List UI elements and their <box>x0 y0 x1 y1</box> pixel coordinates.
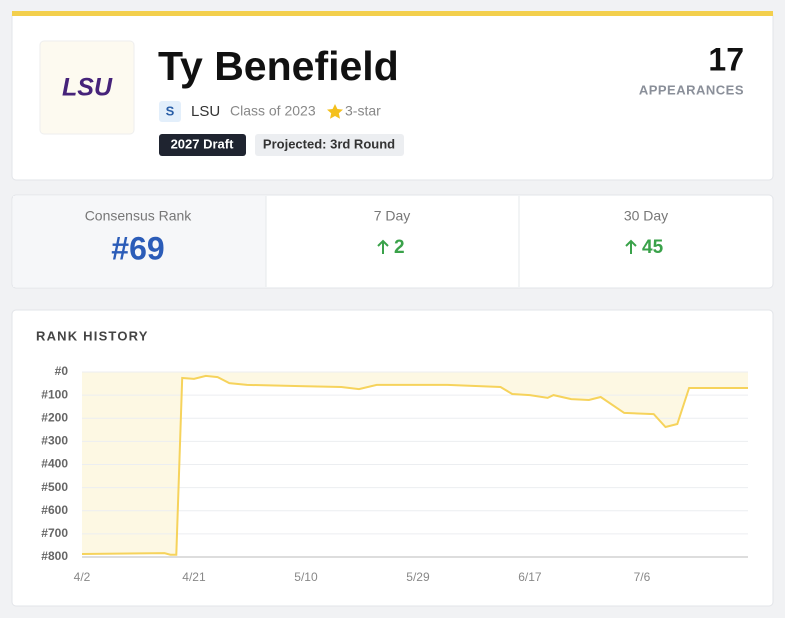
y-tick-label: #400 <box>41 457 68 471</box>
chart-title: RANK HISTORY <box>36 328 149 343</box>
area <box>82 372 748 555</box>
y-tick-label: #700 <box>41 526 68 540</box>
stat-value: 2 <box>394 237 405 258</box>
y-tick-label: #0 <box>55 364 69 378</box>
x-tick-label: 4/2 <box>74 570 91 584</box>
logo-box <box>39 40 135 135</box>
logo: LSU <box>62 74 113 102</box>
y-tick-label: #500 <box>41 480 68 494</box>
line <box>81 374 748 556</box>
class-year: Class of 2023 <box>230 103 316 119</box>
x-tick-label: 6/17 <box>518 570 542 584</box>
y-tick-label: #300 <box>41 434 68 448</box>
position-badge <box>159 101 181 122</box>
x-tick-label: 4/21 <box>182 570 206 584</box>
y-tick-label: #600 <box>41 503 68 517</box>
stat-label: Consensus Rank <box>85 208 193 224</box>
x-tick-label: 7/6 <box>634 570 651 584</box>
x-tick-label: 5/29 <box>406 570 430 584</box>
x-tick-label: 5/10 <box>294 570 318 584</box>
star-icon <box>327 104 343 119</box>
appearances: 17 <box>708 41 744 77</box>
player-name: Ty Benefield <box>158 43 399 89</box>
y-tick-label: #100 <box>41 387 68 401</box>
draft-badge <box>159 134 246 156</box>
stars: 3-star <box>345 103 381 119</box>
projected: Projected: 3rd Round <box>263 136 395 151</box>
stat-value: #69 <box>111 230 164 266</box>
chart: #0 #100 #200 #300 #400 #500 #600 #700 #800 4/2 4/2… <box>41 364 748 584</box>
y-tick-label: #200 <box>41 410 68 424</box>
position: S <box>166 103 175 118</box>
stat-highlight <box>13 196 266 287</box>
stat-value: 45 <box>642 237 664 258</box>
stat-label: 30 Day <box>624 208 668 224</box>
projected-badge <box>255 134 404 156</box>
up-arrow <box>377 239 389 254</box>
school: LSU <box>191 103 220 120</box>
draft: 2027 Draft <box>171 136 235 151</box>
y-tick-label: #800 <box>41 549 68 563</box>
stat-label: 7 Day <box>374 208 411 224</box>
appearances-label: APPEARANCES <box>639 82 744 97</box>
card-accent <box>12 11 773 16</box>
up-arrow <box>625 239 637 254</box>
